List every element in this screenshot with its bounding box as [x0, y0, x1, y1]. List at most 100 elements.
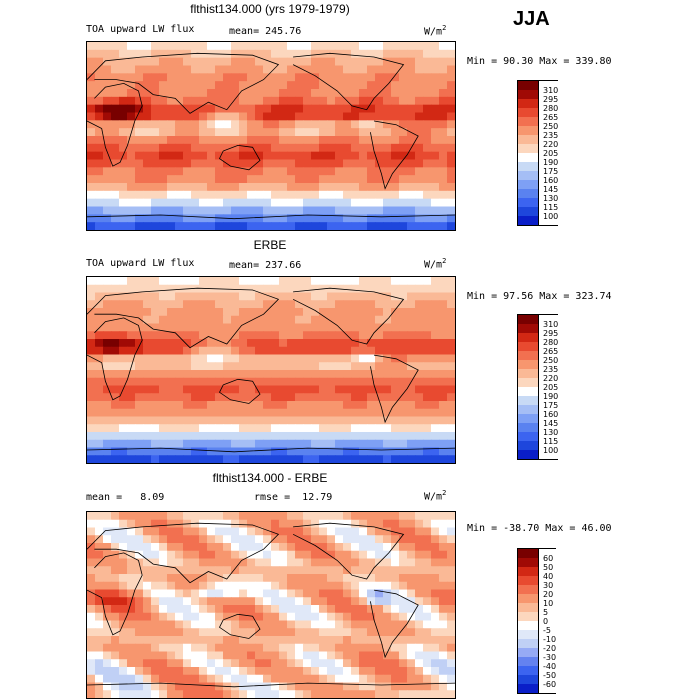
- field-cell: [295, 323, 304, 332]
- field-cell: [295, 558, 304, 567]
- field-cell: [439, 315, 448, 325]
- field-cell: [191, 89, 200, 98]
- field-cell: [311, 512, 320, 521]
- field-cell: [255, 393, 264, 402]
- field-cell: [343, 674, 352, 684]
- field-cell: [239, 362, 248, 371]
- field-cell: [351, 206, 360, 215]
- field-cell: [135, 605, 144, 614]
- coastline: [87, 552, 143, 636]
- field-cell: [407, 292, 416, 301]
- field-cell: [159, 519, 168, 529]
- field-cell: [127, 519, 136, 529]
- field-cell: [223, 354, 232, 363]
- field-cell: [103, 198, 112, 208]
- field-cell: [151, 315, 160, 325]
- field-cell: [247, 581, 256, 591]
- field-cell: [391, 73, 400, 82]
- field-cell: [351, 143, 360, 153]
- field-cell: [439, 597, 448, 606]
- field-cell: [311, 128, 320, 137]
- field-cell: [351, 42, 360, 51]
- field-cell: [95, 566, 104, 575]
- field-cell: [271, 112, 280, 121]
- field-cell: [367, 308, 376, 317]
- field-cell: [247, 558, 256, 567]
- field-cell: [311, 89, 320, 98]
- field-cell: [447, 300, 455, 309]
- field-cell: [335, 65, 344, 74]
- field-cell: [311, 543, 320, 552]
- field-cell: [87, 628, 96, 637]
- field-cell: [423, 65, 432, 74]
- field-cell: [207, 198, 216, 208]
- colorbar-bin: 115: [517, 203, 558, 216]
- field-cell: [375, 393, 384, 402]
- field-cell: [383, 65, 392, 74]
- field-cell: [415, 385, 424, 394]
- field-cell: [103, 89, 112, 98]
- field-cell: [327, 612, 336, 622]
- field-cell: [223, 690, 232, 698]
- field-cell: [383, 416, 392, 425]
- field-cell: [327, 190, 336, 200]
- field-cell: [119, 57, 128, 67]
- field-cell: [159, 377, 168, 387]
- field-cell: [327, 315, 336, 325]
- field-cell: [247, 543, 256, 552]
- field-cell: [247, 416, 256, 425]
- field-cell: [399, 535, 408, 544]
- field-cell: [415, 323, 424, 332]
- field-cell: [383, 128, 392, 137]
- field-cell: [415, 346, 424, 356]
- field-cell: [111, 57, 120, 67]
- field-cell: [127, 120, 136, 129]
- field-cell: [111, 73, 120, 82]
- field-cell: [447, 527, 455, 536]
- field-cell: [263, 198, 272, 208]
- field-cell: [271, 143, 280, 153]
- field-cell: [95, 527, 104, 536]
- field-cell: [111, 339, 120, 348]
- field-cell: [111, 659, 120, 668]
- field-cell: [111, 89, 120, 98]
- field-cell: [319, 89, 328, 98]
- field-cell: [95, 659, 104, 668]
- field-cell: [271, 620, 280, 629]
- field-cell: [399, 628, 408, 637]
- field-cell: [295, 198, 304, 208]
- field-cell: [167, 636, 176, 645]
- field-cell: [111, 292, 120, 301]
- field-cell: [119, 331, 128, 340]
- colorbar-swatch: [517, 126, 539, 135]
- field-cell: [119, 636, 128, 645]
- field-cell: [415, 331, 424, 340]
- field-cell: [399, 143, 408, 153]
- field-cell: [319, 447, 328, 456]
- field-cell: [431, 574, 440, 583]
- field-cell: [383, 323, 392, 332]
- field-cell: [415, 674, 424, 684]
- field-cell: [279, 323, 288, 332]
- field-cell: [447, 128, 455, 137]
- field-cell: [127, 432, 136, 441]
- field-cell: [279, 120, 288, 129]
- min-label: Min =: [467, 56, 498, 67]
- field-cell: [279, 143, 288, 153]
- field-cell: [335, 393, 344, 402]
- field-cell: [311, 432, 320, 441]
- field-cell: [279, 682, 288, 691]
- field-cell: [375, 447, 384, 456]
- field-cell: [399, 120, 408, 129]
- field-cell: [183, 667, 192, 676]
- panel2-mean: mean= 237.66: [229, 260, 301, 271]
- field-cell: [255, 667, 264, 676]
- panel2-mean-label: mean=: [229, 260, 260, 271]
- field-cell: [103, 300, 112, 309]
- field-cell: [375, 284, 384, 294]
- field-cell: [215, 65, 224, 74]
- field-cell: [151, 370, 160, 379]
- field-cell: [215, 620, 224, 629]
- field-cell: [207, 89, 216, 98]
- field-cell: [95, 432, 104, 441]
